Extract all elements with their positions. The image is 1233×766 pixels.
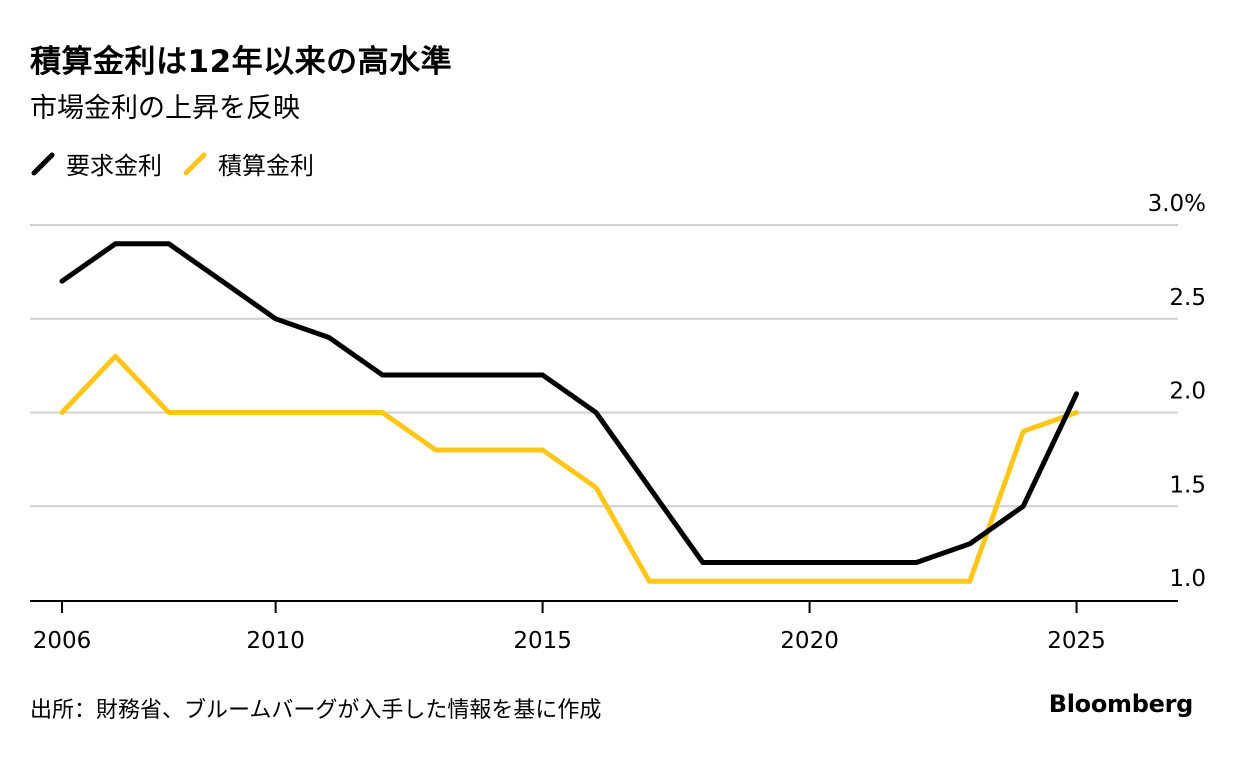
y-tick-label-2: 2.0 xyxy=(1169,379,1206,405)
y-tick-label-0: 1.0 xyxy=(1169,566,1206,592)
bloomberg-logo: Bloomberg xyxy=(1048,690,1194,718)
y-tick-label-1: 1.5 xyxy=(1169,472,1206,498)
legend: 要求金利 積算金利 xyxy=(30,145,334,181)
series-line-accumulated-rate xyxy=(59,353,1079,584)
legend-item-requested-rate: 要求金利 xyxy=(30,146,162,181)
chart-subtitle: 市場金利の上昇を反映 xyxy=(30,93,300,124)
y-tick-label-3: 2.5 xyxy=(1169,285,1206,311)
legend-label-requested-rate: 要求金利 xyxy=(66,151,162,180)
x-tick-label-2: 2015 xyxy=(513,628,572,654)
y-tick-label-4: 3.0% xyxy=(1148,191,1206,217)
x-tick-label-0: 2006 xyxy=(33,628,92,654)
source-note: 出所：財務省、ブルームバーグが入手した情報を基に作成 xyxy=(30,698,602,723)
x-tick-label-1: 2010 xyxy=(246,628,305,654)
legend-swatch-yellow xyxy=(183,152,207,176)
chart-title: 積算金利は12年以来の高水準 xyxy=(30,44,453,80)
legend-label-accumulated-rate: 積算金利 xyxy=(218,151,314,180)
legend-swatch-black xyxy=(31,152,55,176)
legend-item-accumulated-rate: 積算金利 xyxy=(182,146,314,181)
x-tick-label-3: 2020 xyxy=(780,628,839,654)
series-line-requested-rate xyxy=(59,241,1079,565)
x-tick-label-4: 2025 xyxy=(1047,628,1106,654)
